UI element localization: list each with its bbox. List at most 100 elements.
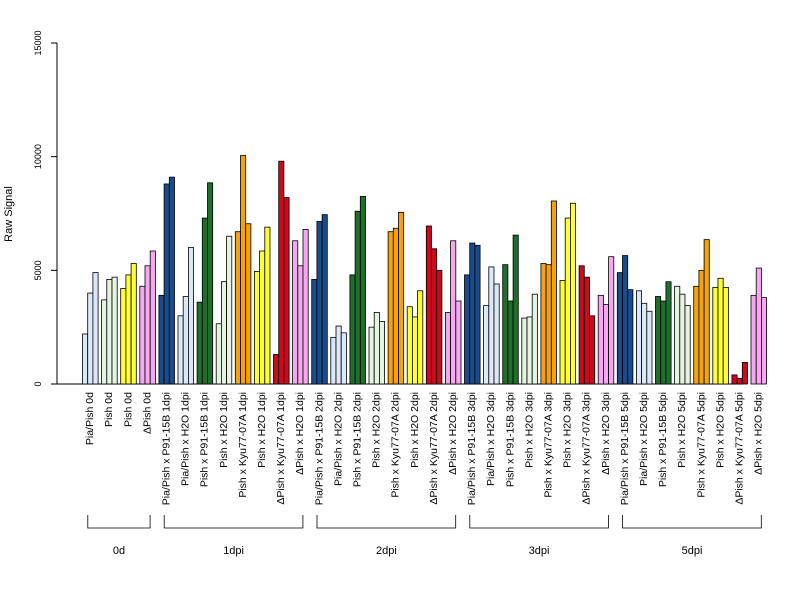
category-label: Pia/Pish x H2O 2dpi [332, 392, 344, 486]
bar [722, 286, 729, 385]
bar [111, 276, 118, 385]
bar [622, 255, 629, 385]
group-bracket [469, 515, 609, 529]
bar [444, 311, 451, 385]
bar [187, 247, 194, 385]
bar [550, 200, 557, 385]
bar [406, 306, 413, 385]
bar [196, 301, 203, 385]
bar [660, 300, 667, 385]
bar [636, 290, 643, 385]
category-label: ΔPish x H2O 1dpi [294, 392, 306, 475]
category-label: ΔPish x Kyu77-07A 3dpi [581, 392, 593, 505]
bar [273, 354, 280, 385]
bar [207, 182, 214, 385]
category-label: Pish x H2O 2dpi [371, 392, 383, 468]
bar [87, 292, 94, 385]
bar [302, 229, 309, 385]
bar [641, 302, 648, 385]
category-labels: Pia/Pish 0d Pish 0d Pish 0d ΔPish 0d Pia/Pis… [84, 392, 764, 505]
category-label: Pish x H2O 5dpi [714, 392, 726, 468]
bar [741, 361, 748, 385]
category-label: ΔPish 0d [141, 392, 153, 434]
bar [283, 197, 290, 385]
category-label: Pish x Kyu77-07A 5dpi [695, 392, 707, 498]
bar [392, 227, 399, 385]
bar [469, 242, 476, 385]
category-label: Pish x H2O 3dpi [562, 392, 574, 468]
category-label: Pia/Pish x H2O 3dpi [485, 392, 497, 486]
bar [292, 240, 299, 385]
bar [253, 271, 260, 385]
bar [92, 272, 99, 385]
category-label: Pia/Pish x H2O 5dpi [638, 392, 650, 486]
bar [703, 239, 710, 385]
group-bracket [87, 515, 151, 529]
y-tick-label: 0 [33, 381, 43, 386]
category-label: ΔPish x Kyu77-07A 5dpi [733, 392, 745, 505]
bar [340, 332, 347, 385]
bar [526, 316, 533, 385]
bar [589, 315, 596, 385]
bar [731, 374, 738, 385]
bar [540, 263, 547, 385]
bar [512, 234, 519, 385]
category-label: Pish x H2O 1dpi [218, 392, 230, 468]
bar [373, 311, 380, 385]
bar [278, 160, 285, 385]
category-label: ΔPish x Kyu77-07A 1dpi [275, 392, 287, 505]
bar [139, 285, 146, 385]
bar [259, 250, 266, 385]
category-label: Pia/Pish x P91-15B 1dpi [160, 392, 172, 505]
bar [570, 202, 577, 385]
category-label: Pish x P91-15B 2dpi [351, 392, 363, 487]
y-axis-label: Raw Signal [3, 186, 15, 242]
bar [674, 285, 681, 385]
y-tick-label: 15000 [33, 30, 43, 55]
bar [177, 315, 184, 385]
category-label: ΔPish x H2O 3dpi [600, 392, 612, 475]
category-label: ΔPish x H2O 2dpi [447, 392, 459, 475]
bar [521, 317, 528, 385]
category-label: Pish x Kyu77-07A 1dpi [237, 392, 249, 498]
bar [431, 248, 438, 385]
bar [698, 269, 705, 385]
category-label: Pia/Pish 0d [84, 392, 96, 445]
bar [608, 256, 615, 385]
bar [321, 214, 328, 385]
bar [240, 155, 247, 385]
y-axis: 0 5000 10000 15000 [33, 30, 58, 387]
category-label: Pia/Pish x P91-15B 2dpi [313, 392, 325, 505]
bar [245, 223, 252, 385]
bar [483, 305, 490, 385]
bar [82, 333, 89, 385]
bar [597, 294, 604, 385]
bar [545, 264, 552, 385]
bar [220, 281, 227, 385]
bar [646, 310, 653, 385]
bar [603, 304, 610, 385]
bar [616, 272, 623, 385]
group-brackets: 0d 1dpi 2dpi 3dpi 5dpi [87, 515, 762, 557]
bar [120, 288, 127, 385]
bar [158, 294, 165, 385]
bar [226, 235, 233, 385]
bar [755, 267, 762, 385]
bar [488, 266, 495, 385]
category-label: Pish x H2O 1dpi [256, 392, 268, 468]
bar [507, 300, 514, 385]
bar [378, 321, 385, 385]
category-label: Pish x Kyu77-07A 3dpi [542, 392, 554, 498]
category-label: Pish 0d [103, 392, 115, 427]
category-label: Pish x H2O 2dpi [409, 392, 421, 468]
bar [144, 265, 151, 385]
bar [455, 300, 462, 385]
bar [168, 176, 175, 385]
group-bracket [316, 515, 457, 529]
bar [474, 244, 481, 385]
bar [684, 305, 691, 385]
category-label: Pia/Pish x H2O 1dpi [180, 392, 192, 486]
group-label: 1dpi [223, 545, 244, 557]
bar [264, 226, 271, 385]
group-label: 5dpi [682, 545, 703, 557]
